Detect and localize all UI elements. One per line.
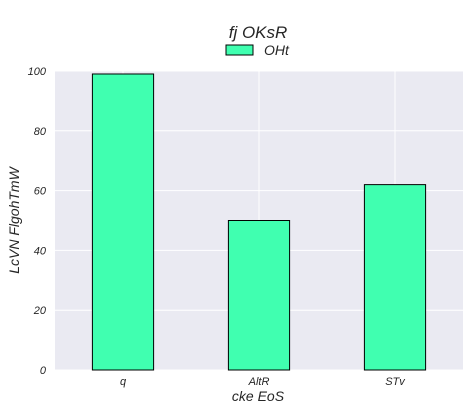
x-tick-label: STv: [385, 376, 406, 388]
y-tick-label: 80: [34, 126, 47, 138]
y-axis-label: LcVN FlgohTmW: [6, 165, 22, 273]
y-ticks: 0 20 40 60 80 100: [28, 66, 47, 377]
bar-AltR: [227, 220, 291, 371]
x-tick-label: q: [120, 376, 127, 388]
legend-label: OHt: [264, 42, 290, 58]
bar-STv: [363, 184, 427, 371]
x-ticks: q AltR STv: [120, 376, 406, 388]
y-tick-label: 40: [34, 245, 47, 257]
y-tick-label: 0: [40, 365, 47, 377]
y-tick-label: 60: [34, 186, 47, 198]
legend: OHt: [225, 42, 290, 58]
y-tick-label: 20: [33, 305, 47, 317]
x-axis-label: cke EoS: [232, 388, 285, 404]
chart-title: fj OKsR: [229, 23, 288, 42]
y-tick-label: 100: [28, 66, 47, 78]
x-tick-label: AltR: [248, 376, 270, 388]
bars: [91, 73, 427, 371]
bar-q: [91, 73, 155, 371]
legend-swatch: [225, 44, 254, 56]
